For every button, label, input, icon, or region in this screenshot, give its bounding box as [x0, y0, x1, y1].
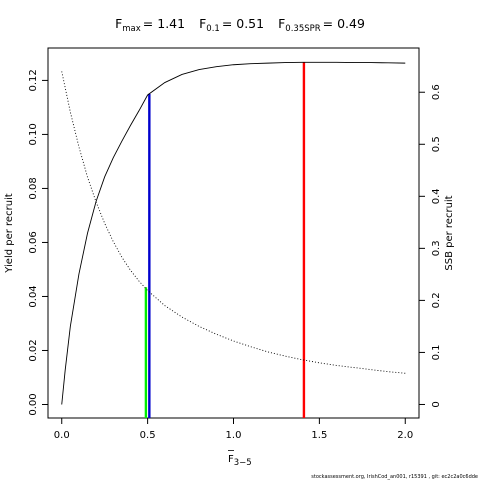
- y-right-tick-label: 0.2: [431, 292, 442, 308]
- x-tick-label: 1.5: [311, 430, 327, 441]
- title-part-2-subscript: 0.35SPR: [285, 24, 320, 34]
- y-axis-left: 0.00 0.02 0.04 0.06 0.08 0.10 0.12: [28, 69, 48, 416]
- title-part-2-value: = 0.49: [323, 16, 365, 31]
- title-part-0: F: [115, 16, 122, 31]
- y-left-tick-label: 0.10: [28, 123, 39, 145]
- y-right-tick-label: 0: [431, 401, 442, 407]
- x-tick-label: 0.0: [54, 430, 70, 441]
- title-part-1: F: [199, 16, 206, 31]
- y-right-tick-label: 0.1: [431, 344, 442, 360]
- reference-lines: [144, 62, 306, 418]
- y-right-tick-label: 0.3: [431, 240, 442, 256]
- chart-title: Fmax = 1.41 F0.1 = 0.51 F0.35SPR = 0.49: [115, 16, 365, 34]
- x-tick-label: 2.0: [397, 430, 413, 441]
- x-tick-label: 0.5: [140, 430, 156, 441]
- plot-frame: [47, 47, 420, 419]
- x-axis-title: F3−5: [228, 454, 252, 468]
- y-left-tick-label: 0.04: [28, 285, 39, 307]
- y-right-tick-label: 0.5: [431, 136, 442, 152]
- y-left-tick-label: 0.00: [28, 393, 39, 415]
- y-left-tick-label: 0.12: [28, 69, 39, 91]
- title-part-2: F: [278, 16, 285, 31]
- y-left-tick-label: 0.08: [28, 177, 39, 199]
- x-axis: 0.0 0.5 1.0 1.5 2.0: [54, 418, 413, 441]
- y-axis-right: 0 0.1 0.2 0.3 0.4 0.5 0.6: [419, 84, 442, 408]
- title-part-1-value: = 0.51: [222, 16, 264, 31]
- ssb-per-recruit-line: [61, 71, 406, 374]
- y-right-tick-label: 0.6: [431, 84, 442, 100]
- y-axis-right-title: SSB per recruit: [444, 195, 455, 270]
- title-part-1-subscript: 0.1: [206, 24, 220, 34]
- x-tick-label: 1.0: [226, 430, 242, 441]
- chart-title-text: Fmax = 1.41 F0.1 = 0.51 F0.35SPR = 0.49: [115, 16, 365, 34]
- y-left-tick-label: 0.02: [28, 339, 39, 361]
- yield-per-recruit-line: [61, 61, 406, 405]
- y-left-tick-label: 0.06: [28, 231, 39, 253]
- title-part-0-subscript: max: [122, 24, 141, 34]
- y-axis-left-title: Yield per recruit: [4, 193, 15, 274]
- y-right-tick-label: 0.4: [431, 188, 442, 204]
- title-part-0-value: = 1.41: [143, 16, 185, 31]
- footer-text: stockassessment.org, IrishCod_an001, r15…: [311, 474, 478, 480]
- series-lines: [61, 61, 406, 405]
